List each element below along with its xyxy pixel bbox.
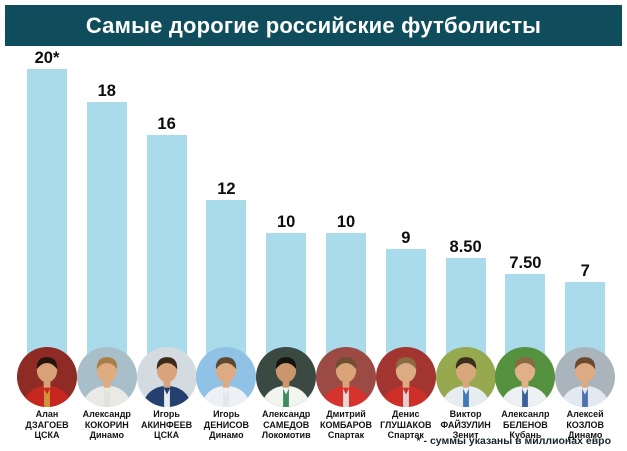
bar-value-label: 18 [97,81,116,100]
player-last-name: КОМБАРОВ [319,419,372,430]
bar-value-label: 9 [401,229,411,248]
player-photo-акинфеев [136,346,198,408]
player-first-name: Виктор [449,409,482,419]
player-last-name: ГЛУШАКОВ [380,419,432,430]
player-photo-глушаков [375,346,437,408]
footnote: * - суммы указаны в миллионах евро [416,435,611,447]
player-club: Спартак [387,430,424,440]
player-caption: Алексей КОЗЛОВ Динамо [552,409,618,441]
player-last-name: АКИНФЕЕВ [141,419,193,430]
player-first-name: Алан [35,409,59,419]
player-club: Локомотив [261,430,311,440]
player-first-name: Дмитрий [326,409,366,419]
player-last-name: КОКОРИН [84,419,129,430]
player-caption: Игорь АКИНФЕЕВ ЦСКА [134,409,200,441]
player-caption: Виктор ФАЙЗУЛИН Зенит [433,409,499,441]
player-photo-козлов [554,346,616,408]
player-last-name: ДЕНИСОВ [203,419,249,430]
player-first-name: Денис [392,409,420,419]
bar-value-label: 7.50 [509,254,542,272]
player-caption: Александр САМЕДОВ Локомотив [253,409,319,441]
player-first-name: Александр [82,409,131,419]
bar-value-label: 10 [336,213,356,231]
bar-value-label: 10 [277,213,296,231]
bar-дзагоев [27,69,67,397]
player-photo-самедов [255,346,317,408]
player-photo-дзагоев [16,346,78,408]
player-club: Динамо [209,430,244,440]
player-club: ЦСКА [154,430,180,440]
player-club: Кубань [509,430,542,440]
player-last-name: САМЕДОВ [263,419,310,430]
player-photo-комбаров [315,346,377,408]
player-last-name: ДЗАГОЕВ [25,419,69,430]
player-first-name: Александр [262,409,311,419]
player-club: Зенит [452,430,479,440]
player-first-name: Игорь [213,409,240,419]
player-first-name: Алексанлр [501,409,550,419]
player-photo-беленов [494,346,556,408]
bar-value-label: 16 [157,114,176,133]
bar-value-label: 12 [217,180,236,199]
player-club: Динамо [567,430,603,440]
player-caption: Денис ГЛУШАКОВ Спартак [373,409,439,441]
player-photo-кокорин [76,346,138,408]
player-caption: Дмитрий КОМБАРОВ Спартак [313,409,379,441]
player-caption: Александр КОКОРИН Динамо [74,409,140,441]
player-photo-денисов [195,346,257,408]
player-first-name: Алексей [566,409,604,419]
player-first-name: Игорь [153,409,180,419]
bar-value-label: 20* [34,49,60,67]
player-club: Динамо [89,430,125,440]
player-caption: Алексанлр БЕЛЕНОВ Кубань [492,409,558,441]
title-bar: Самые дорогие российские футболисты [5,5,622,46]
bar-value-label: 8.50 [449,237,482,256]
player-last-name: БЕЛЕНОВ [502,419,548,430]
player-caption: Игорь ДЕНИСОВ Динамо [193,409,259,441]
player-club: ЦСКА [34,430,60,440]
page-title: Самые дорогие российские футболисты [85,12,542,38]
player-caption: Алан ДЗАГОЕВ ЦСКА [14,409,80,441]
player-club: Спартак [327,430,365,440]
bar-value-label: 7 [580,262,590,281]
player-photo-файзулин [435,346,497,408]
player-last-name: ФАЙЗУЛИН [440,419,491,430]
player-last-name: КОЗЛОВ [566,419,605,430]
